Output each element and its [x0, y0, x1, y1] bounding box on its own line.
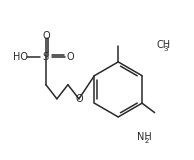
Text: 2: 2 — [145, 138, 149, 144]
Text: O: O — [66, 52, 74, 62]
Text: O: O — [42, 31, 50, 41]
Text: O: O — [75, 94, 83, 104]
Text: HO: HO — [13, 52, 28, 62]
Text: 3: 3 — [164, 46, 168, 52]
Text: CH: CH — [157, 40, 171, 50]
Text: NH: NH — [137, 132, 152, 142]
Text: S: S — [43, 52, 49, 62]
